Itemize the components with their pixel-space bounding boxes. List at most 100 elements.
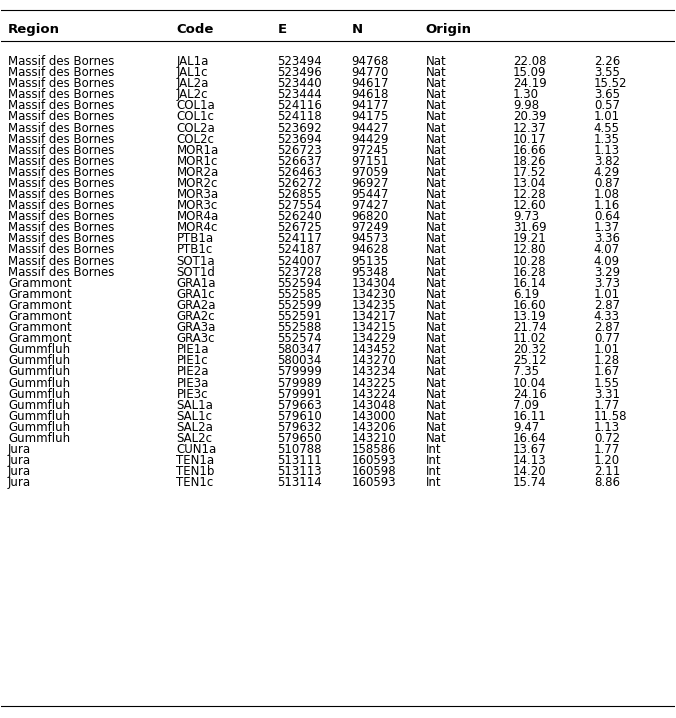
- Text: 3.55: 3.55: [594, 66, 620, 79]
- Text: 143270: 143270: [352, 355, 396, 368]
- Text: 579991: 579991: [277, 388, 322, 401]
- Text: 580347: 580347: [277, 343, 322, 356]
- Text: 1.16: 1.16: [594, 199, 620, 212]
- Text: Massif des Bornes: Massif des Bornes: [8, 210, 114, 223]
- Text: Nat: Nat: [425, 111, 446, 123]
- Text: COL2a: COL2a: [176, 121, 215, 134]
- Text: Int: Int: [425, 443, 441, 456]
- Text: 13.04: 13.04: [513, 177, 546, 190]
- Text: 94768: 94768: [352, 55, 389, 68]
- Text: 12.80: 12.80: [513, 243, 546, 256]
- Text: PIE1a: PIE1a: [176, 343, 209, 356]
- Text: JAL1a: JAL1a: [176, 55, 209, 68]
- Text: 94573: 94573: [352, 233, 389, 246]
- Text: PIE3a: PIE3a: [176, 376, 209, 390]
- Text: Massif des Bornes: Massif des Bornes: [8, 78, 114, 90]
- Text: Nat: Nat: [425, 321, 446, 334]
- Text: Gummfluh: Gummfluh: [8, 421, 70, 434]
- Text: SAL2c: SAL2c: [176, 432, 212, 445]
- Text: Gummfluh: Gummfluh: [8, 355, 70, 368]
- Text: Gummfluh: Gummfluh: [8, 365, 70, 378]
- Text: 1.67: 1.67: [594, 365, 620, 378]
- Text: COL2c: COL2c: [176, 133, 214, 146]
- Text: Massif des Bornes: Massif des Bornes: [8, 144, 114, 157]
- Text: 513111: 513111: [277, 454, 322, 467]
- Text: 15.52: 15.52: [594, 78, 627, 90]
- Text: Nat: Nat: [425, 78, 446, 90]
- Text: Gummfluh: Gummfluh: [8, 398, 70, 411]
- Text: GRA1c: GRA1c: [176, 288, 215, 301]
- Text: 1.13: 1.13: [594, 144, 620, 157]
- Text: 12.37: 12.37: [513, 121, 547, 134]
- Text: 96927: 96927: [352, 177, 389, 190]
- Text: Nat: Nat: [425, 355, 446, 368]
- Text: Massif des Bornes: Massif des Bornes: [8, 155, 114, 168]
- Text: Grammont: Grammont: [8, 288, 72, 301]
- Text: PIE3c: PIE3c: [176, 388, 208, 401]
- Text: Gummfluh: Gummfluh: [8, 343, 70, 356]
- Text: 97059: 97059: [352, 166, 389, 179]
- Text: 3.65: 3.65: [594, 88, 620, 101]
- Text: 97245: 97245: [352, 144, 389, 157]
- Text: 1.01: 1.01: [594, 288, 620, 301]
- Text: 3.36: 3.36: [594, 233, 620, 246]
- Text: Code: Code: [176, 23, 214, 36]
- Text: 96820: 96820: [352, 210, 389, 223]
- Text: 143000: 143000: [352, 410, 396, 423]
- Text: 523444: 523444: [277, 88, 322, 101]
- Text: SAL1a: SAL1a: [176, 398, 214, 411]
- Text: 579989: 579989: [277, 376, 322, 390]
- Text: 15.74: 15.74: [513, 476, 547, 489]
- Text: 14.13: 14.13: [513, 454, 547, 467]
- Text: 31.69: 31.69: [513, 221, 547, 234]
- Text: 527554: 527554: [277, 199, 322, 212]
- Text: 579610: 579610: [277, 410, 322, 423]
- Text: 523694: 523694: [277, 133, 322, 146]
- Text: 94770: 94770: [352, 66, 389, 79]
- Text: 95348: 95348: [352, 266, 389, 279]
- Text: Int: Int: [425, 476, 441, 489]
- Text: Nat: Nat: [425, 177, 446, 190]
- Text: Massif des Bornes: Massif des Bornes: [8, 233, 114, 246]
- Text: 579999: 579999: [277, 365, 322, 378]
- Text: Gummfluh: Gummfluh: [8, 388, 70, 401]
- Text: 158586: 158586: [352, 443, 396, 456]
- Text: Nat: Nat: [425, 365, 446, 378]
- Text: Grammont: Grammont: [8, 332, 72, 345]
- Text: 4.33: 4.33: [594, 310, 620, 323]
- Text: 20.39: 20.39: [513, 111, 546, 123]
- Text: 1.30: 1.30: [513, 88, 539, 101]
- Text: Nat: Nat: [425, 266, 446, 279]
- Text: Nat: Nat: [425, 210, 446, 223]
- Text: Nat: Nat: [425, 55, 446, 68]
- Text: 25.12: 25.12: [513, 355, 547, 368]
- Text: Gummfluh: Gummfluh: [8, 432, 70, 445]
- Text: 3.82: 3.82: [594, 155, 620, 168]
- Text: 95135: 95135: [352, 255, 389, 268]
- Text: Massif des Bornes: Massif des Bornes: [8, 266, 114, 279]
- Text: 17.52: 17.52: [513, 166, 547, 179]
- Text: Massif des Bornes: Massif des Bornes: [8, 121, 114, 134]
- Text: MOR4c: MOR4c: [176, 221, 218, 234]
- Text: 95447: 95447: [352, 188, 389, 201]
- Text: 94618: 94618: [352, 88, 389, 101]
- Text: TEN1c: TEN1c: [176, 476, 214, 489]
- Text: MOR2a: MOR2a: [176, 166, 218, 179]
- Text: PTB1c: PTB1c: [176, 243, 213, 256]
- Text: 524187: 524187: [277, 243, 322, 256]
- Text: 9.98: 9.98: [513, 99, 539, 113]
- Text: 579663: 579663: [277, 398, 322, 411]
- Text: GRA3c: GRA3c: [176, 332, 215, 345]
- Text: SAL1c: SAL1c: [176, 410, 212, 423]
- Text: 526855: 526855: [277, 188, 322, 201]
- Text: SOT1a: SOT1a: [176, 255, 215, 268]
- Text: Nat: Nat: [425, 398, 446, 411]
- Text: Massif des Bornes: Massif des Bornes: [8, 188, 114, 201]
- Text: 579632: 579632: [277, 421, 322, 434]
- Text: 160593: 160593: [352, 454, 396, 467]
- Text: 3.31: 3.31: [594, 388, 620, 401]
- Text: PIE1c: PIE1c: [176, 355, 208, 368]
- Text: Nat: Nat: [425, 144, 446, 157]
- Text: 580034: 580034: [277, 355, 322, 368]
- Text: 15.09: 15.09: [513, 66, 546, 79]
